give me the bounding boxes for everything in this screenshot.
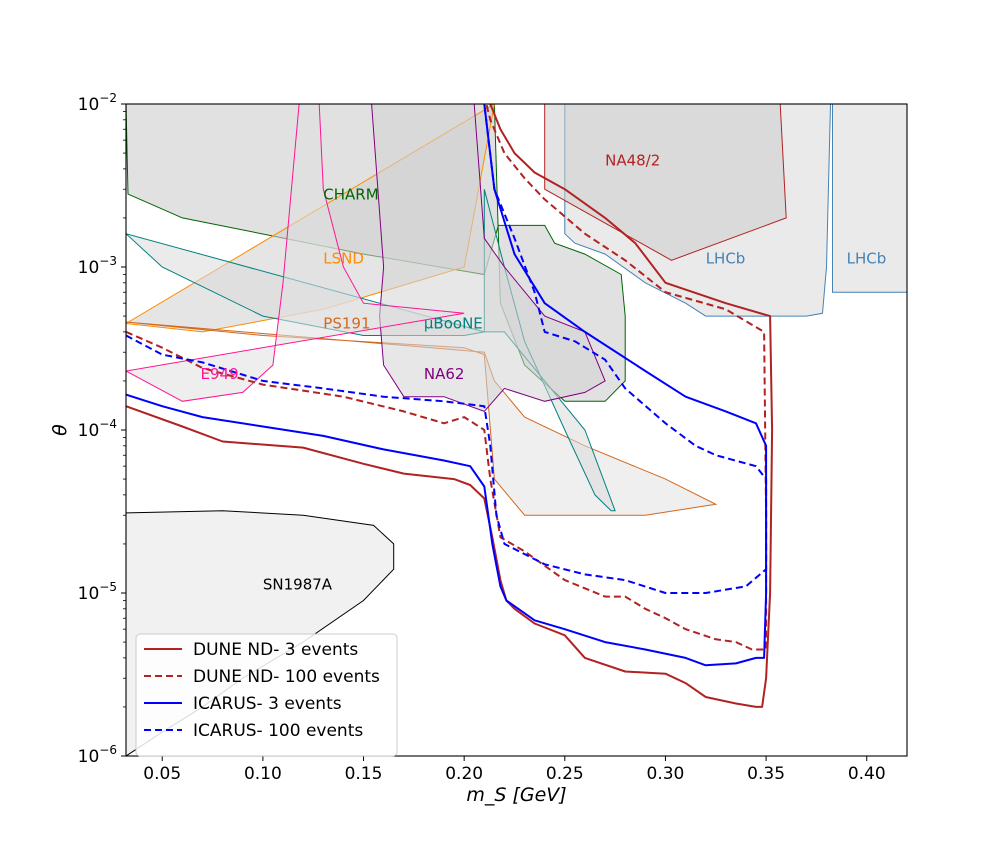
excluded-regions <box>126 104 907 756</box>
region-label-lsnd-4: LSND <box>323 250 364 268</box>
sensitivity-curves <box>126 104 774 708</box>
legend: DUNE ND- 3 events DUNE ND- 100 events ICAR… <box>135 633 398 757</box>
x-tick-label: 0.25 <box>546 764 584 784</box>
y-tick-label: 10−4 <box>78 417 117 441</box>
y-axis-label: θ <box>49 424 71 436</box>
legend-label-icarus-100-events: ICARUS- 100 events <box>193 721 363 741</box>
region-label-na48-2-2: NA48/2 <box>605 151 660 169</box>
region-label-charm-3: CHARM <box>323 185 378 203</box>
x-tick-label: 0.35 <box>747 764 785 784</box>
x-tick-label: 0.30 <box>647 764 685 784</box>
x-tick-label: 0.05 <box>143 764 181 784</box>
region-label-na62-7: NA62 <box>424 365 465 383</box>
region-label-sn1987a-9: SN1987A <box>263 576 333 594</box>
series-dune-nd-3-events <box>126 104 774 708</box>
region-label-ps191-5: PS191 <box>323 314 370 332</box>
x-tick-label: 0.10 <box>244 764 282 784</box>
series-icarus-3-events <box>126 104 768 667</box>
region-e949-8 <box>126 104 465 402</box>
x-tick-label: 0.40 <box>848 764 886 784</box>
region-lhcb-0 <box>832 104 907 293</box>
region-label-lhcb-0: LHCb <box>847 250 887 268</box>
series-dune-nd-100-events <box>126 104 768 651</box>
legend-label-dune-nd-3-events: DUNE ND- 3 events <box>193 640 358 660</box>
legend-box <box>135 633 398 757</box>
y-axis-ticks: 10−6 10−5 10−4 10−3 10−2 <box>78 91 126 767</box>
y-tick-label: 10−2 <box>78 91 117 115</box>
y-tick-label: 10−5 <box>78 580 117 604</box>
region-labels: LHCb LHCb NA48/2 CHARM LSND PS191 μBooNE NA62 E9… <box>201 151 887 593</box>
region-label-lhcb-1: LHCb <box>706 250 746 268</box>
region-label-microboone-6: μBooNE <box>424 314 483 332</box>
legend-label-dune-nd-100-events: DUNE ND- 100 events <box>193 667 380 687</box>
region-label-e949-8: E949 <box>201 365 239 383</box>
series-icarus-100-events <box>126 104 768 594</box>
y-tick-label: 10−3 <box>78 254 117 278</box>
x-tick-label: 0.20 <box>445 764 483 784</box>
region-na48-2-2 <box>544 104 787 261</box>
x-axis-label: m_S [GeV] <box>466 784 566 806</box>
y-tick-label: 10−6 <box>78 743 117 767</box>
x-tick-label: 0.15 <box>345 764 383 784</box>
region-na62-7 <box>371 104 606 412</box>
x-axis-ticks: 0.05 0.10 0.15 0.20 0.25 0.30 0.35 0.40 <box>143 756 886 784</box>
legend-label-icarus-3-events: ICARUS- 3 events <box>193 694 342 714</box>
